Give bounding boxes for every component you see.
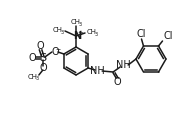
Text: +: + xyxy=(77,30,83,36)
Text: CH: CH xyxy=(28,74,38,80)
Text: CH: CH xyxy=(71,19,81,25)
Text: N: N xyxy=(73,31,81,41)
Text: O: O xyxy=(39,63,47,73)
Text: 3: 3 xyxy=(78,22,82,26)
Text: O: O xyxy=(113,77,121,87)
Text: 3: 3 xyxy=(35,77,38,82)
Text: 3: 3 xyxy=(94,31,97,37)
Text: NH: NH xyxy=(116,60,131,70)
Text: O: O xyxy=(36,41,44,51)
Text: 3: 3 xyxy=(60,30,64,34)
Text: NH: NH xyxy=(90,66,104,76)
Text: CH: CH xyxy=(53,27,63,33)
Text: O: O xyxy=(28,53,36,63)
Text: −: − xyxy=(55,46,60,52)
Text: O: O xyxy=(51,47,59,57)
Text: S: S xyxy=(39,53,46,63)
Text: Cl: Cl xyxy=(164,31,173,41)
Text: CH: CH xyxy=(87,29,97,35)
Text: Cl: Cl xyxy=(137,29,146,39)
